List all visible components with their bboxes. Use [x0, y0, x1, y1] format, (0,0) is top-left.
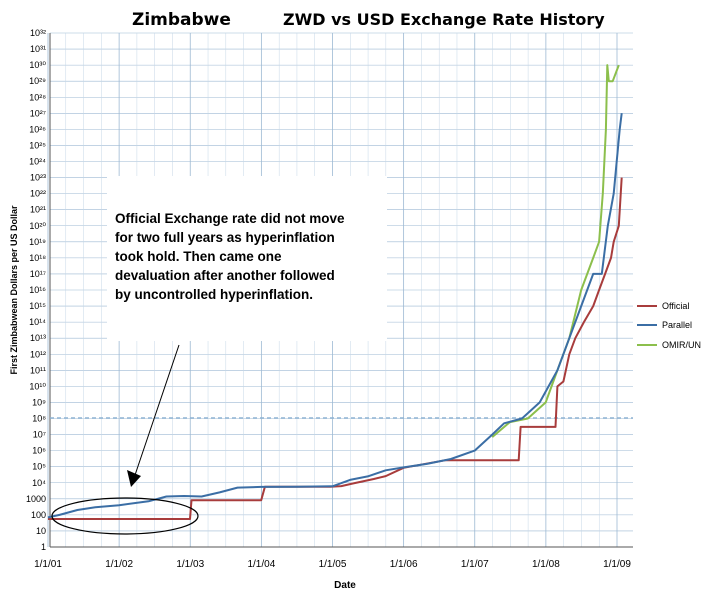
y-tick-label: 10³²: [30, 28, 46, 38]
x-tick-label: 1/1/02: [105, 559, 133, 570]
annotation-line: for two full years as hyperinflation: [115, 230, 335, 245]
legend-label: Parallel: [662, 320, 692, 330]
legend: Official Parallel OMIR/UN: [637, 301, 701, 350]
y-tick-label: 10⁷: [33, 430, 46, 440]
y-tick-label: 10¹⁵: [29, 301, 46, 311]
y-tick-label: 10²⁴: [29, 157, 46, 167]
annotation-line: by uncontrolled hyperinflation.: [115, 287, 313, 302]
y-tick-label: 10²⁸: [29, 92, 46, 102]
y-tick-label: 10¹⁷: [30, 269, 46, 279]
chart-title-left: Zimbabwe: [132, 10, 231, 30]
annotation-line: Official Exchange rate did not move: [115, 211, 345, 226]
x-tick-label: 1/1/08: [532, 559, 560, 570]
y-tick-label: 10⁴: [32, 478, 46, 488]
y-tick-label: 10⁵: [32, 462, 46, 472]
y-axis-ticks: 1 10 100 1000 10⁴ 10⁵ 10⁶ 10⁷ 10⁸ 10⁹ 10¹⁰ 10¹¹ 10¹²…: [26, 28, 46, 552]
annotation-line: took hold. Then came one: [115, 249, 282, 264]
series-line-parallel: [47, 113, 623, 519]
x-tick-label: 1/1/06: [390, 559, 418, 570]
y-tick-label: 100: [31, 510, 46, 520]
y-tick-label: 10²⁶: [29, 124, 46, 134]
y-axis-label: First Zimbabwean Dollars per US Dollar: [9, 205, 19, 375]
y-tick-label: 10⁶: [32, 446, 46, 456]
legend-label: OMIR/UN: [662, 340, 701, 350]
annotation-arrow-line: [133, 344, 180, 479]
y-tick-label: 10⁹: [32, 397, 46, 407]
x-axis-label: Date: [334, 580, 356, 591]
series-line-omir-un: [491, 64, 620, 438]
y-tick-label: 10²⁹: [29, 76, 46, 86]
x-tick-label: 1/1/09: [603, 559, 631, 570]
annotation-line: devaluation after another followed: [115, 268, 335, 283]
x-tick-label: 1/1/05: [319, 559, 347, 570]
y-tick-label: 10³¹: [30, 44, 46, 54]
y-tick-label: 1000: [26, 494, 46, 504]
x-tick-label: 1/1/03: [176, 559, 204, 570]
y-tick-label: 10¹⁰: [29, 381, 46, 391]
y-tick-label: 10¹³: [30, 333, 46, 343]
y-tick-label: 10⁸: [32, 414, 46, 424]
x-tick-label: 1/1/01: [34, 559, 62, 570]
y-tick-label: 10²²: [30, 189, 46, 199]
y-tick-label: 10¹²: [30, 349, 46, 359]
y-tick-label: 1: [41, 542, 46, 552]
series-group: [47, 64, 623, 520]
x-axis-ticks: 1/1/01 1/1/02 1/1/03 1/1/04 1/1/05 1/1/06 1/1/…: [34, 559, 631, 570]
y-tick-label: 10¹⁴: [29, 317, 46, 327]
y-tick-label: 10¹⁸: [29, 253, 46, 263]
y-tick-label: 10: [36, 526, 46, 536]
annotation-text: Official Exchange rate did not move for t…: [115, 211, 345, 302]
x-tick-label: 1/1/07: [461, 559, 489, 570]
y-tick-label: 10¹⁶: [29, 285, 46, 295]
y-tick-label: 10¹¹: [30, 365, 46, 375]
legend-label: Official: [662, 301, 689, 311]
y-tick-label: 10²¹: [30, 205, 46, 215]
chart-title-right: ZWD vs USD Exchange Rate History: [283, 10, 605, 29]
y-tick-label: 10²⁰: [29, 221, 46, 231]
y-tick-label: 10¹⁹: [29, 237, 46, 247]
y-tick-label: 10²³: [30, 173, 46, 183]
annotation-arrow-head: [127, 470, 141, 487]
highlight-ellipse: [51, 497, 199, 535]
y-tick-label: 10²⁵: [29, 140, 46, 150]
x-tick-label: 1/1/04: [247, 559, 275, 570]
y-tick-label: 10²⁷: [30, 108, 46, 118]
annotation-box: [107, 176, 387, 341]
y-tick-label: 10³⁰: [29, 60, 46, 70]
